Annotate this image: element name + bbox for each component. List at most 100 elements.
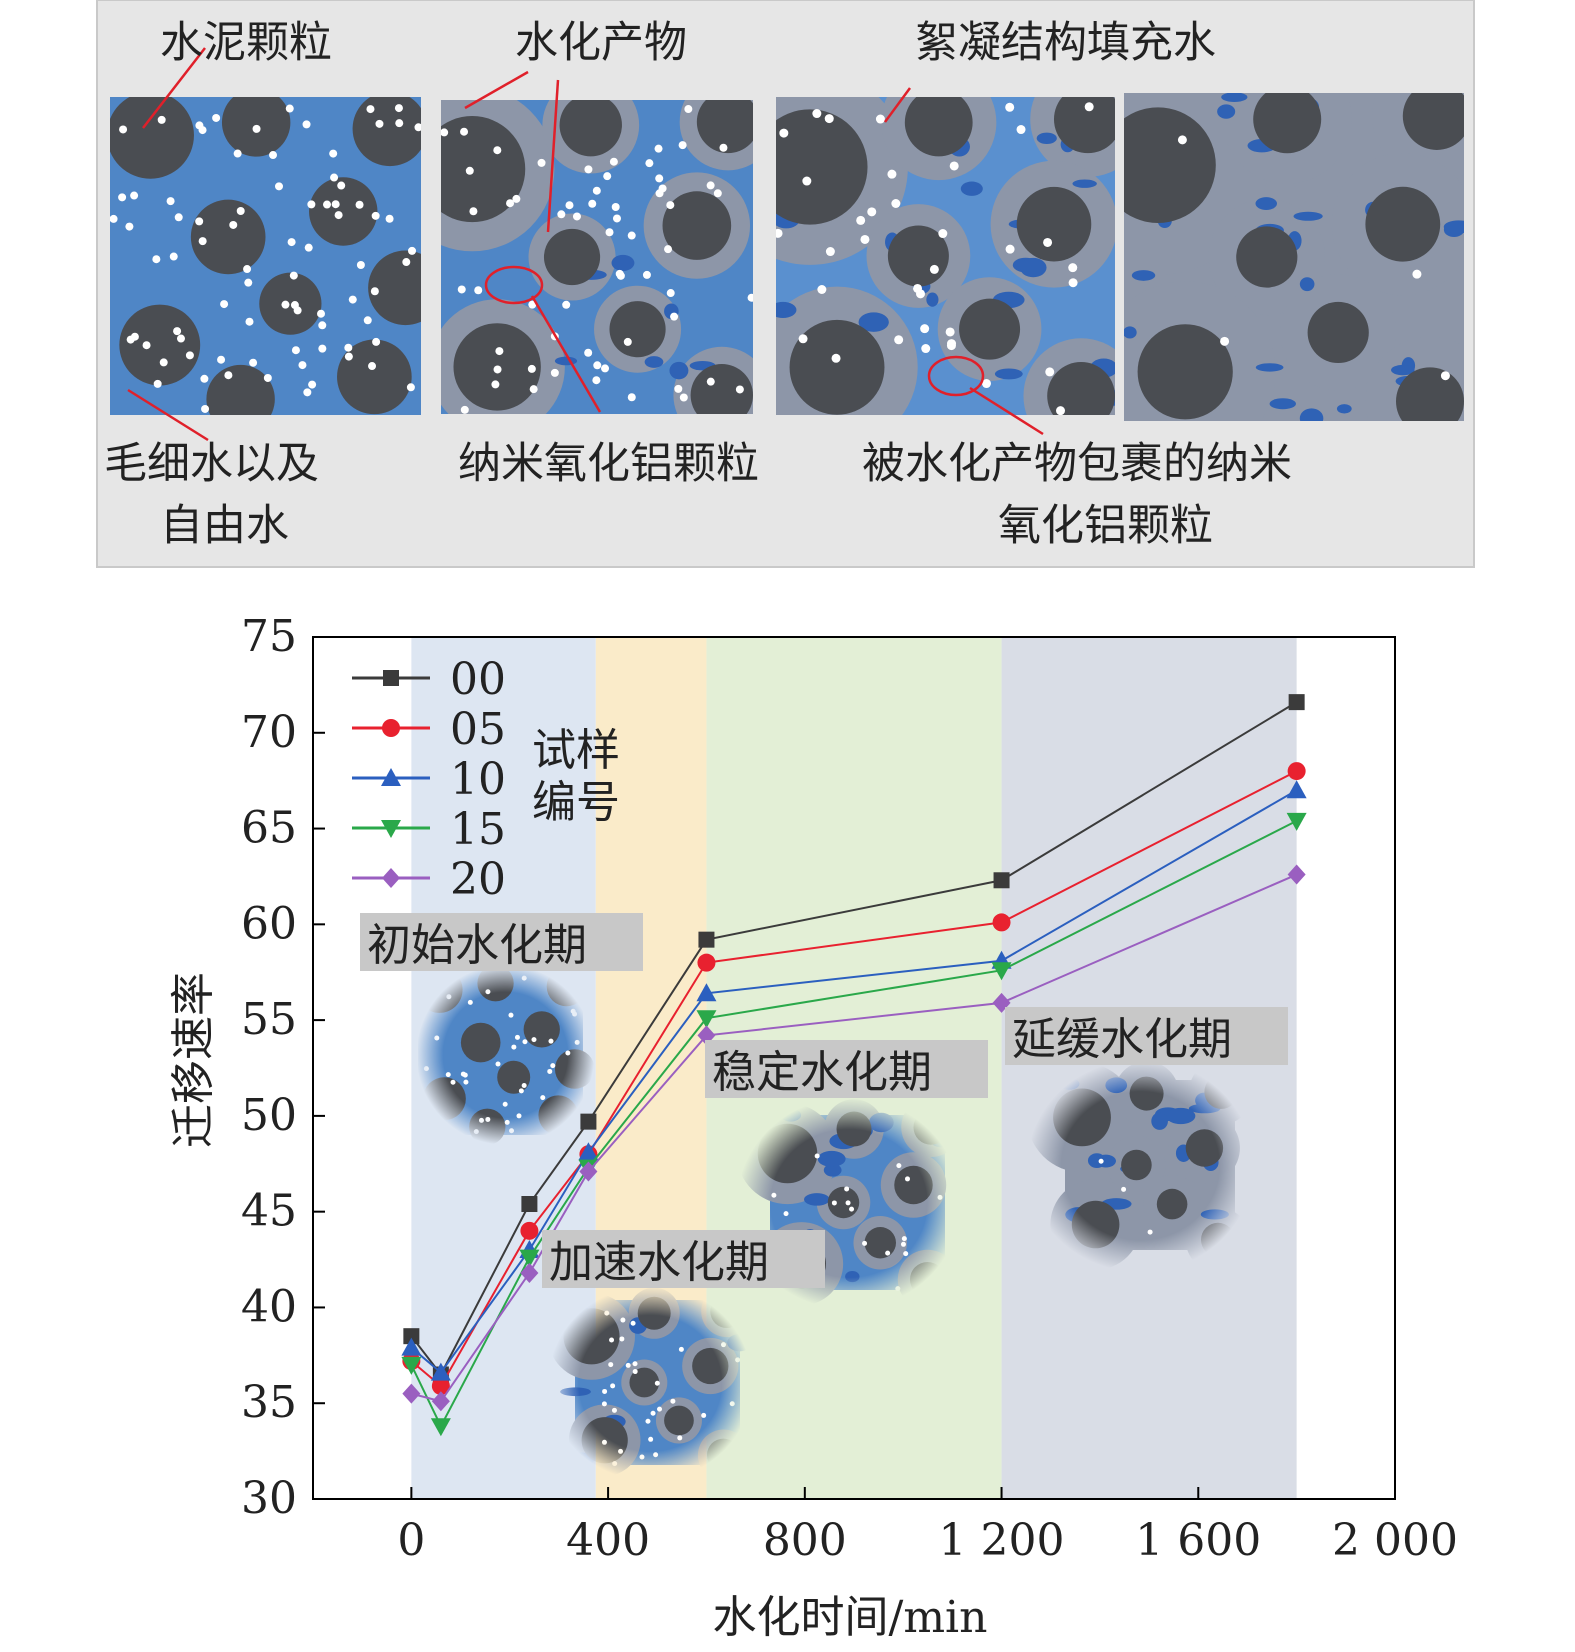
- nano-alumina-particle: [666, 201, 675, 210]
- nano-alumina-particle: [627, 231, 636, 240]
- legend-marker-00: [383, 670, 399, 686]
- cement-particle: [259, 272, 322, 335]
- cement-particle: [1124, 107, 1216, 223]
- cement-particle: [538, 1095, 579, 1135]
- plot-frame: [312, 636, 1396, 1500]
- nano-alumina-particle: [547, 1068, 553, 1074]
- nano-alumina-particle: [903, 1251, 909, 1257]
- y-tick-label: 45: [241, 1186, 297, 1237]
- label-capillary-water-2: 自由水: [160, 501, 289, 551]
- nano-alumina-particle: [166, 197, 175, 206]
- cement-particle: [422, 1077, 466, 1121]
- data-point-15: [401, 1356, 422, 1375]
- floc-water-blob: [858, 312, 889, 332]
- cement-particle: [352, 97, 421, 167]
- nano-alumina-particle: [946, 341, 956, 351]
- nano-alumina-particle: [485, 989, 491, 995]
- legend-marker-10: [381, 768, 401, 786]
- nano-alumina-particle: [372, 337, 381, 346]
- nano-alumina-particle: [176, 334, 185, 343]
- nano-alumina-particle: [330, 173, 339, 182]
- nano-alumina-particle: [670, 1398, 676, 1404]
- cement-particle: [546, 966, 587, 1007]
- label-wrapped-alumina-1: 被水化产物包裹的纳米: [862, 439, 1292, 489]
- cement-particle: [1307, 301, 1369, 364]
- stage-label-initial: 初始水化期: [360, 913, 643, 971]
- nano-alumina-particle: [565, 1050, 571, 1056]
- nano-alumina-particle: [642, 270, 651, 279]
- leader-lines: [127, 47, 1044, 442]
- cement-particle: [1156, 1188, 1188, 1220]
- nano-alumina-particle: [460, 1071, 466, 1077]
- y-tick-label: 65: [241, 803, 297, 854]
- nano-alumina-particle: [281, 300, 290, 309]
- nano-alumina-particle: [236, 206, 245, 215]
- nano-alumina-particle: [664, 245, 673, 254]
- nano-alumina-particle: [592, 376, 601, 385]
- nano-alumina-particle: [245, 317, 254, 326]
- nano-alumina-particle: [408, 246, 417, 255]
- nano-alumina-particle: [885, 1250, 891, 1256]
- nano-alumina-particle: [648, 1436, 654, 1442]
- floc-water-blob: [567, 1452, 594, 1469]
- nano-alumina-particle: [460, 405, 469, 414]
- nano-alumina-particle: [224, 371, 233, 380]
- cement-particle: [1071, 1200, 1120, 1249]
- x-tick-label: 1 600: [1135, 1515, 1261, 1566]
- nano-alumina-particle: [460, 127, 469, 136]
- nano-alumina-particle: [355, 200, 364, 209]
- nano-alumina-particle: [604, 1310, 610, 1316]
- nano-alumina-particle: [862, 1240, 868, 1246]
- nano-alumina-particle: [611, 202, 620, 211]
- nano-alumina-particle: [402, 258, 411, 267]
- nano-alumina-particle: [263, 373, 272, 382]
- nano-alumina-particle: [434, 1035, 440, 1041]
- nano-alumina-particle: [802, 176, 812, 186]
- nano-alumina-particle: [735, 385, 744, 394]
- nano-alumina-particle: [601, 364, 610, 373]
- cement-particle: [559, 100, 622, 157]
- cement-particle: [910, 1262, 945, 1297]
- cement-particle: [609, 301, 666, 358]
- series-layer: [401, 694, 1307, 1437]
- nano-alumina-particle: [844, 1186, 850, 1192]
- nano-alumina-particle: [304, 243, 313, 252]
- nano-alumina-particle: [1005, 244, 1015, 254]
- data-point-05: [431, 1376, 450, 1395]
- nano-alumina-particle: [616, 271, 625, 280]
- nano-alumina-particle: [1147, 1229, 1153, 1235]
- floc-water-blob: [1124, 326, 1137, 339]
- data-point-20: [520, 1262, 539, 1283]
- y-tick-label: 70: [241, 707, 297, 758]
- nano-alumina-particle: [531, 1037, 537, 1043]
- nano-alumina-particle: [478, 1117, 484, 1123]
- data-point-05: [1287, 762, 1306, 781]
- label-cement-particles: 水泥颗粒: [160, 18, 332, 68]
- nano-alumina-particle: [537, 158, 546, 167]
- cement-particle: [416, 966, 463, 1013]
- nano-alumina-particle: [509, 1128, 515, 1134]
- data-point-20: [431, 1391, 450, 1412]
- nano-alumina-particle: [195, 121, 204, 130]
- nano-alumina-particle: [195, 217, 204, 226]
- nano-alumina-particle: [630, 1320, 636, 1326]
- floc-water-blob: [1072, 179, 1097, 188]
- stage-steady-text: 稳定水化期: [712, 1047, 932, 1098]
- nano-alumina-particle: [157, 115, 166, 124]
- floc-water-blob: [926, 292, 939, 307]
- cement-particle: [1201, 1222, 1235, 1257]
- nano-alumina-particle: [153, 379, 162, 388]
- data-point-05: [992, 913, 1011, 932]
- axes: 30 35 40 45 50 55 60 65 70 75 0 400 800 1 200 1 600 2 0…: [241, 611, 1458, 1566]
- nano-alumina-particle: [1045, 367, 1055, 377]
- cement-particle: [368, 250, 421, 326]
- nano-alumina-particle: [540, 1095, 546, 1101]
- nano-alumina-particle: [771, 1192, 777, 1198]
- nano-alumina-particle: [252, 124, 261, 133]
- y-tick-label: 40: [241, 1281, 297, 1332]
- cement-particle: [662, 191, 732, 260]
- floc-water-blob: [960, 181, 983, 196]
- nano-alumina-particle: [678, 1346, 684, 1352]
- nano-alumina-particle: [474, 286, 483, 295]
- cement-particle: [904, 97, 973, 157]
